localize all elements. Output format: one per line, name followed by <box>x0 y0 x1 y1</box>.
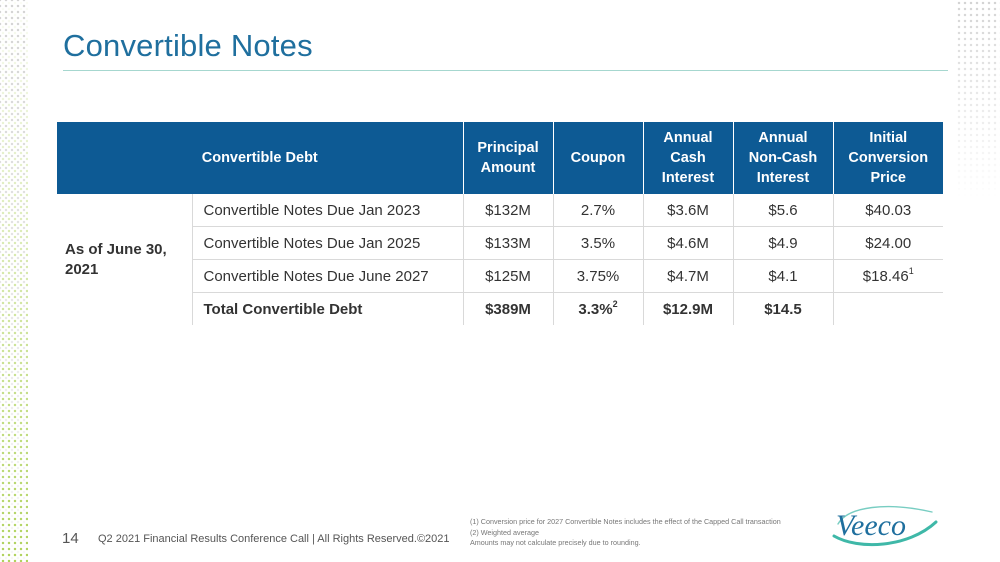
footnote-marker-2: 2 <box>612 298 618 309</box>
initial-conversion-price: $24.00 <box>832 226 943 260</box>
total-non-cash-interest: $14.5 <box>732 292 833 325</box>
total-cash-interest: $12.9M <box>642 292 733 325</box>
footnote-2: (2) Weighted average <box>470 527 539 537</box>
principal-amount: $133M <box>462 226 553 260</box>
note-name: Convertible Notes Due June 2027 <box>191 259 463 293</box>
annual-cash-interest: $4.6M <box>642 226 733 260</box>
decorative-dot-pattern-left-gray <box>0 0 28 562</box>
footer-text: Q2 2021 Financial Results Conference Cal… <box>98 533 450 545</box>
annual-cash-interest: $3.6M <box>642 194 733 227</box>
coupon: 3.5% <box>552 226 643 260</box>
table-row-total: Total Convertible Debt $389M 3.3%2 $12.9… <box>57 292 943 325</box>
header-coupon: Coupon <box>552 122 643 194</box>
page-title: Convertible Notes <box>63 28 313 63</box>
decorative-dot-pattern-right <box>956 0 1000 200</box>
logo-swoosh <box>832 520 938 547</box>
table-row: As of June 30, 2021 Convertible Notes Due… <box>57 194 943 278</box>
footnotes: (1) Conversion price for 2027 Convertibl… <box>470 517 781 549</box>
principal-amount: $132M <box>462 194 553 227</box>
table-header-row: Convertible Debt Principal Amount Coupon … <box>57 122 943 194</box>
header-initial-conversion-price: Initial Conversion Price <box>832 122 943 194</box>
header-annual-cash-interest: Annual Cash Interest <box>642 122 733 194</box>
coupon-value: 3.3% <box>578 300 613 318</box>
annual-cash-interest: $4.7M <box>642 259 733 293</box>
annual-non-cash-interest: $4.1 <box>732 259 833 293</box>
annual-non-cash-interest: $5.6 <box>732 194 833 227</box>
table-row: Convertible Notes Due June 2027 $125M 3.… <box>57 259 943 293</box>
principal-amount: $125M <box>462 259 553 293</box>
logo-text: Veeco <box>836 509 906 542</box>
initial-conversion-price: $18.461 <box>832 259 943 293</box>
coupon: 3.75% <box>552 259 643 293</box>
footnote-1: (1) Conversion price for 2027 Convertibl… <box>470 517 781 526</box>
row-group-label: As of June 30, 2021 <box>65 240 167 278</box>
total-coupon: 3.3%2 <box>552 292 643 325</box>
table-row: Convertible Notes Due Jan 2025 $133M 3.5… <box>57 226 943 260</box>
page-number: 14 <box>62 530 79 547</box>
header-annual-non-cash-interest: Annual Non-Cash Interest <box>732 122 833 194</box>
header-convertible-debt: Convertible Debt <box>57 122 463 194</box>
veeco-logo: Veeco <box>832 505 938 547</box>
title-divider <box>63 70 948 71</box>
note-name: Convertible Notes Due Jan 2023 <box>191 194 463 227</box>
convertible-notes-table: Convertible Debt Principal Amount Coupon … <box>57 122 943 325</box>
note-name: Convertible Notes Due Jan 2025 <box>191 226 463 260</box>
total-conversion-price <box>832 292 943 325</box>
coupon: 2.7% <box>552 194 643 227</box>
total-label: Total Convertible Debt <box>191 292 463 325</box>
footnote-3: Amounts may not calculate precisely due … <box>470 538 641 547</box>
initial-conversion-price: $40.03 <box>832 194 943 227</box>
footnote-marker-1: 1 <box>908 265 914 276</box>
annual-non-cash-interest: $4.9 <box>732 226 833 260</box>
price-value: $18.46 <box>862 267 909 285</box>
total-principal: $389M <box>462 292 553 325</box>
header-principal-amount: Principal Amount <box>462 122 553 194</box>
logo-swoosh-upper <box>837 505 933 525</box>
